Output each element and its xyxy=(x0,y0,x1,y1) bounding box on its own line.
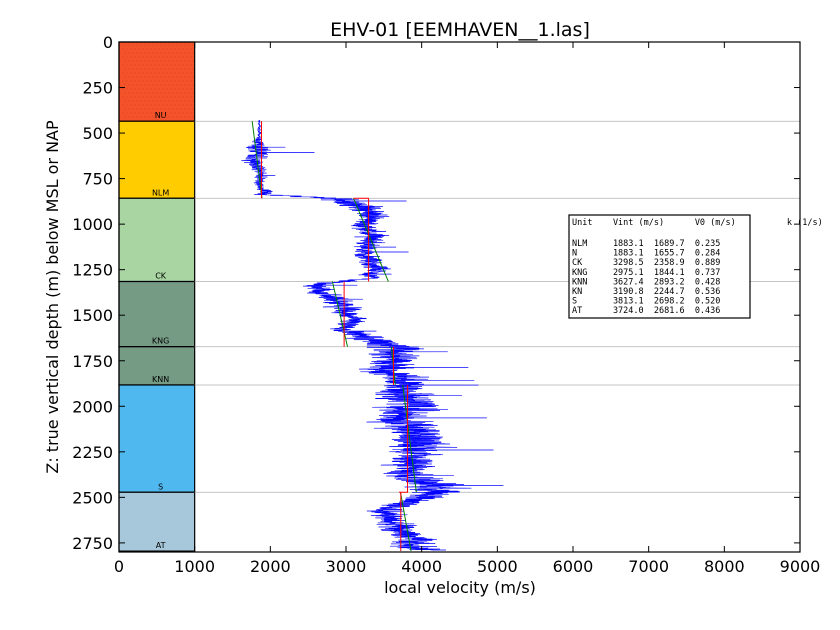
stratigraphic-column: NU NLM CK KNG KNN S AT xyxy=(118,41,196,552)
chart-title: EHV-01 [EEMHAVEN__1.las] xyxy=(330,19,590,41)
x-tick-label: 5000 xyxy=(477,557,518,576)
velocity-log xyxy=(241,120,504,551)
y-axis-label: Z: true vertical depth (m) below MSL or … xyxy=(43,120,62,474)
x-tick-label: 9000 xyxy=(780,557,821,576)
x-tick-label: 0 xyxy=(114,557,124,576)
y-tick-label: 2250 xyxy=(72,443,113,462)
legend-row: S 3813.1 2698.2 0.520 xyxy=(572,297,720,307)
unit-label-kng: KNG xyxy=(152,337,169,346)
y-tick-label: 1750 xyxy=(72,352,113,371)
y-tick-label: 0 xyxy=(103,33,113,52)
legend-row: KN 3190.8 2244.7 0.536 xyxy=(572,287,720,297)
unit-block-ck xyxy=(118,197,196,283)
unit-block-s xyxy=(118,384,196,493)
unit-label-ck: CK xyxy=(155,272,167,281)
legend-row: KNG 2975.1 1844.1 0.737 xyxy=(572,268,720,278)
y-tick-label: 1000 xyxy=(72,215,113,234)
x-tick-label: 8000 xyxy=(704,557,745,576)
plot-frame xyxy=(118,41,801,553)
trend-line-s xyxy=(402,384,417,493)
unit-block-kng xyxy=(118,280,196,348)
y-tick-label: 2500 xyxy=(72,488,113,507)
unit-label-nu: NU xyxy=(155,111,167,120)
legend-row: AT 3724.0 2681.6 0.436 xyxy=(572,306,720,316)
y-tick-label: 2750 xyxy=(72,534,113,553)
unit-label-at: AT xyxy=(156,541,166,550)
trend-lines xyxy=(251,121,417,552)
trend-line-kng xyxy=(331,281,349,347)
x-tick-label: 4000 xyxy=(401,557,442,576)
x-axis-label: local velocity (m/s) xyxy=(384,578,536,597)
velocity-log-line xyxy=(241,120,504,551)
trend-line-nlm xyxy=(251,121,263,199)
y-tick-label: 1250 xyxy=(72,261,113,280)
trend-line-ck xyxy=(353,198,389,282)
unit-block-nlm xyxy=(118,120,196,199)
x-tick-label: 7000 xyxy=(628,557,669,576)
unit-block-nu xyxy=(118,41,196,122)
x-tick-label: 2000 xyxy=(250,557,291,576)
trend-line-at xyxy=(399,492,412,552)
y-tick-label: 750 xyxy=(82,170,113,189)
legend-row: NLM 1883.1 1689.7 0.235 xyxy=(572,239,720,249)
y-axis: 0 250 500 750 1000 1250 1500 1750 2000 2250 2500 27… xyxy=(72,33,800,553)
legend-row: N 1883.1 1655.7 0.284 xyxy=(572,249,720,259)
x-axis: 0 1000 2000 3000 4000 5000 6000 7000 8000 9000 xyxy=(114,42,820,576)
interval-velocity-lines xyxy=(260,121,409,552)
x-tick-label: 6000 xyxy=(553,557,594,576)
y-tick-label: 250 xyxy=(82,79,113,98)
legend-row: CK 3298.5 2358.9 0.889 xyxy=(572,258,720,268)
x-tick-label: 1000 xyxy=(174,557,215,576)
legend-header: Unit Vint (m/s) V0 (m/s) k (1/s) xyxy=(572,218,823,228)
x-tick-label: 3000 xyxy=(326,557,367,576)
legend-row: KNN 3627.4 2893.2 0.428 xyxy=(572,277,720,287)
legend: Unit Vint (m/s) V0 (m/s) k (1/s) NLM 1883… xyxy=(568,214,823,319)
unit-texture-nu xyxy=(122,44,194,118)
y-tick-label: 2000 xyxy=(72,397,113,416)
y-tick-label: 500 xyxy=(82,124,113,143)
unit-label-s: S xyxy=(158,482,163,491)
unit-label-nlm: NLM xyxy=(152,188,169,197)
unit-label-knn: KNN xyxy=(152,375,169,384)
legend-box xyxy=(568,214,751,319)
y-tick-label: 1500 xyxy=(72,306,113,325)
unit-block-at xyxy=(118,491,196,552)
